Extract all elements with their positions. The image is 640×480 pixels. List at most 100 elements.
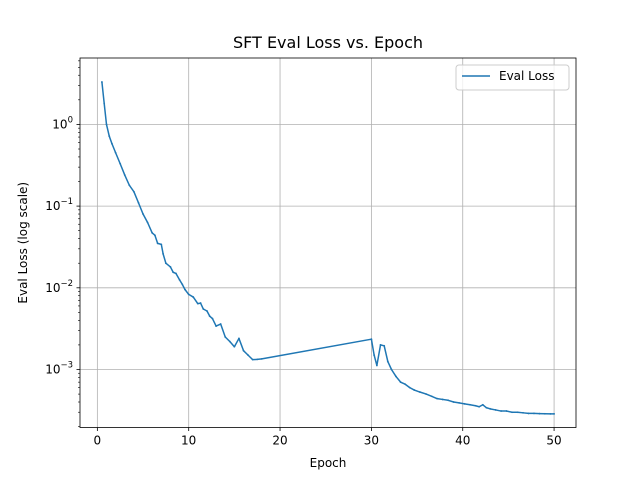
data-point	[202, 308, 205, 310]
x-tick-label: 40	[455, 434, 470, 448]
data-point	[452, 401, 455, 403]
data-point	[469, 403, 471, 406]
data-point	[375, 364, 378, 367]
data-point	[146, 221, 149, 224]
data-point	[215, 325, 218, 327]
y-tick-label-exponent: −2	[60, 279, 73, 289]
data-point	[413, 389, 416, 391]
data-point	[142, 213, 144, 215]
data-point	[489, 407, 492, 410]
data-point	[544, 412, 546, 415]
data-point	[101, 81, 103, 83]
y-tick-label-base: 10	[45, 362, 60, 376]
data-point	[399, 381, 402, 384]
data-point	[196, 302, 199, 305]
x-tick-label: 30	[364, 434, 379, 448]
data-point	[474, 404, 477, 407]
y-tick-label-exponent: 0	[68, 115, 73, 125]
data-point	[256, 358, 259, 361]
y-tick-label: 10−1	[45, 197, 73, 213]
data-point	[538, 412, 541, 415]
data-point	[128, 184, 131, 187]
x-tick-label: 0	[94, 434, 102, 448]
data-point	[242, 349, 245, 352]
data-point	[199, 302, 202, 304]
grid	[80, 58, 576, 428]
data-point	[395, 375, 397, 378]
x-tick-label: 10	[181, 434, 196, 448]
data-point	[500, 410, 502, 412]
y-tick-label: 10−2	[45, 279, 73, 295]
data-point	[463, 402, 466, 405]
data-point	[154, 234, 156, 237]
data-point	[156, 242, 159, 245]
data-point	[160, 243, 163, 246]
data-point	[181, 283, 184, 286]
data-point	[114, 151, 117, 154]
data-point	[418, 391, 421, 393]
data-point	[247, 354, 249, 357]
chart-title: SFT Eval Loss vs. Epoch	[233, 33, 423, 52]
x-tick-label: 20	[272, 434, 287, 448]
data-point	[386, 360, 389, 363]
data-point	[408, 386, 411, 389]
data-point	[105, 123, 108, 126]
data-point	[162, 253, 165, 255]
y-tick-label-exponent: −1	[60, 197, 73, 207]
data-point	[260, 357, 263, 360]
y-tick-label: 100	[52, 115, 73, 131]
data-point	[251, 358, 254, 361]
legend-box	[455, 64, 570, 91]
y-tick-label-base: 10	[45, 199, 60, 213]
data-point	[478, 405, 481, 408]
y-axis-label: Eval Loss (log scale)	[16, 182, 30, 304]
data-point	[219, 323, 222, 325]
data-point	[522, 411, 524, 414]
data-point	[164, 262, 167, 265]
legend-label: Eval Loss	[499, 69, 555, 83]
data-point	[553, 413, 555, 415]
data-point	[527, 412, 530, 415]
data-point	[206, 310, 208, 312]
data-point	[108, 135, 111, 137]
data-point	[505, 410, 508, 412]
data-point	[208, 315, 211, 318]
data-layer	[101, 81, 555, 415]
y-tick-label-base: 10	[45, 281, 60, 295]
y-tick-label: 10−3	[45, 360, 73, 376]
data-point	[430, 395, 433, 398]
data-point	[111, 142, 113, 145]
data-point	[178, 278, 181, 281]
data-point	[494, 409, 497, 411]
data-point	[481, 403, 484, 406]
data-point	[132, 190, 135, 193]
data-point	[373, 354, 376, 357]
data-point	[533, 412, 535, 415]
data-point	[224, 336, 227, 338]
data-point	[103, 102, 106, 105]
data-point	[238, 337, 240, 340]
y-tick-label-exponent: −3	[60, 360, 73, 370]
data-point	[175, 272, 177, 275]
data-point	[169, 266, 172, 268]
data-point	[390, 368, 393, 371]
x-tick-label: 50	[546, 434, 561, 448]
x-axis-label: Epoch	[310, 456, 347, 470]
data-point	[379, 344, 382, 346]
data-point	[404, 383, 407, 386]
data-point	[485, 406, 488, 409]
y-tick-label-base: 10	[52, 117, 67, 131]
data-point	[511, 411, 513, 414]
plot-frame	[79, 57, 577, 428]
data-point	[516, 411, 519, 414]
data-point	[549, 413, 552, 415]
data-point	[211, 317, 214, 320]
legend: Eval Loss	[455, 64, 570, 91]
data-point	[447, 399, 450, 402]
data-point	[370, 338, 373, 341]
data-point	[187, 293, 190, 296]
data-point	[184, 288, 186, 291]
data-point	[436, 397, 439, 400]
